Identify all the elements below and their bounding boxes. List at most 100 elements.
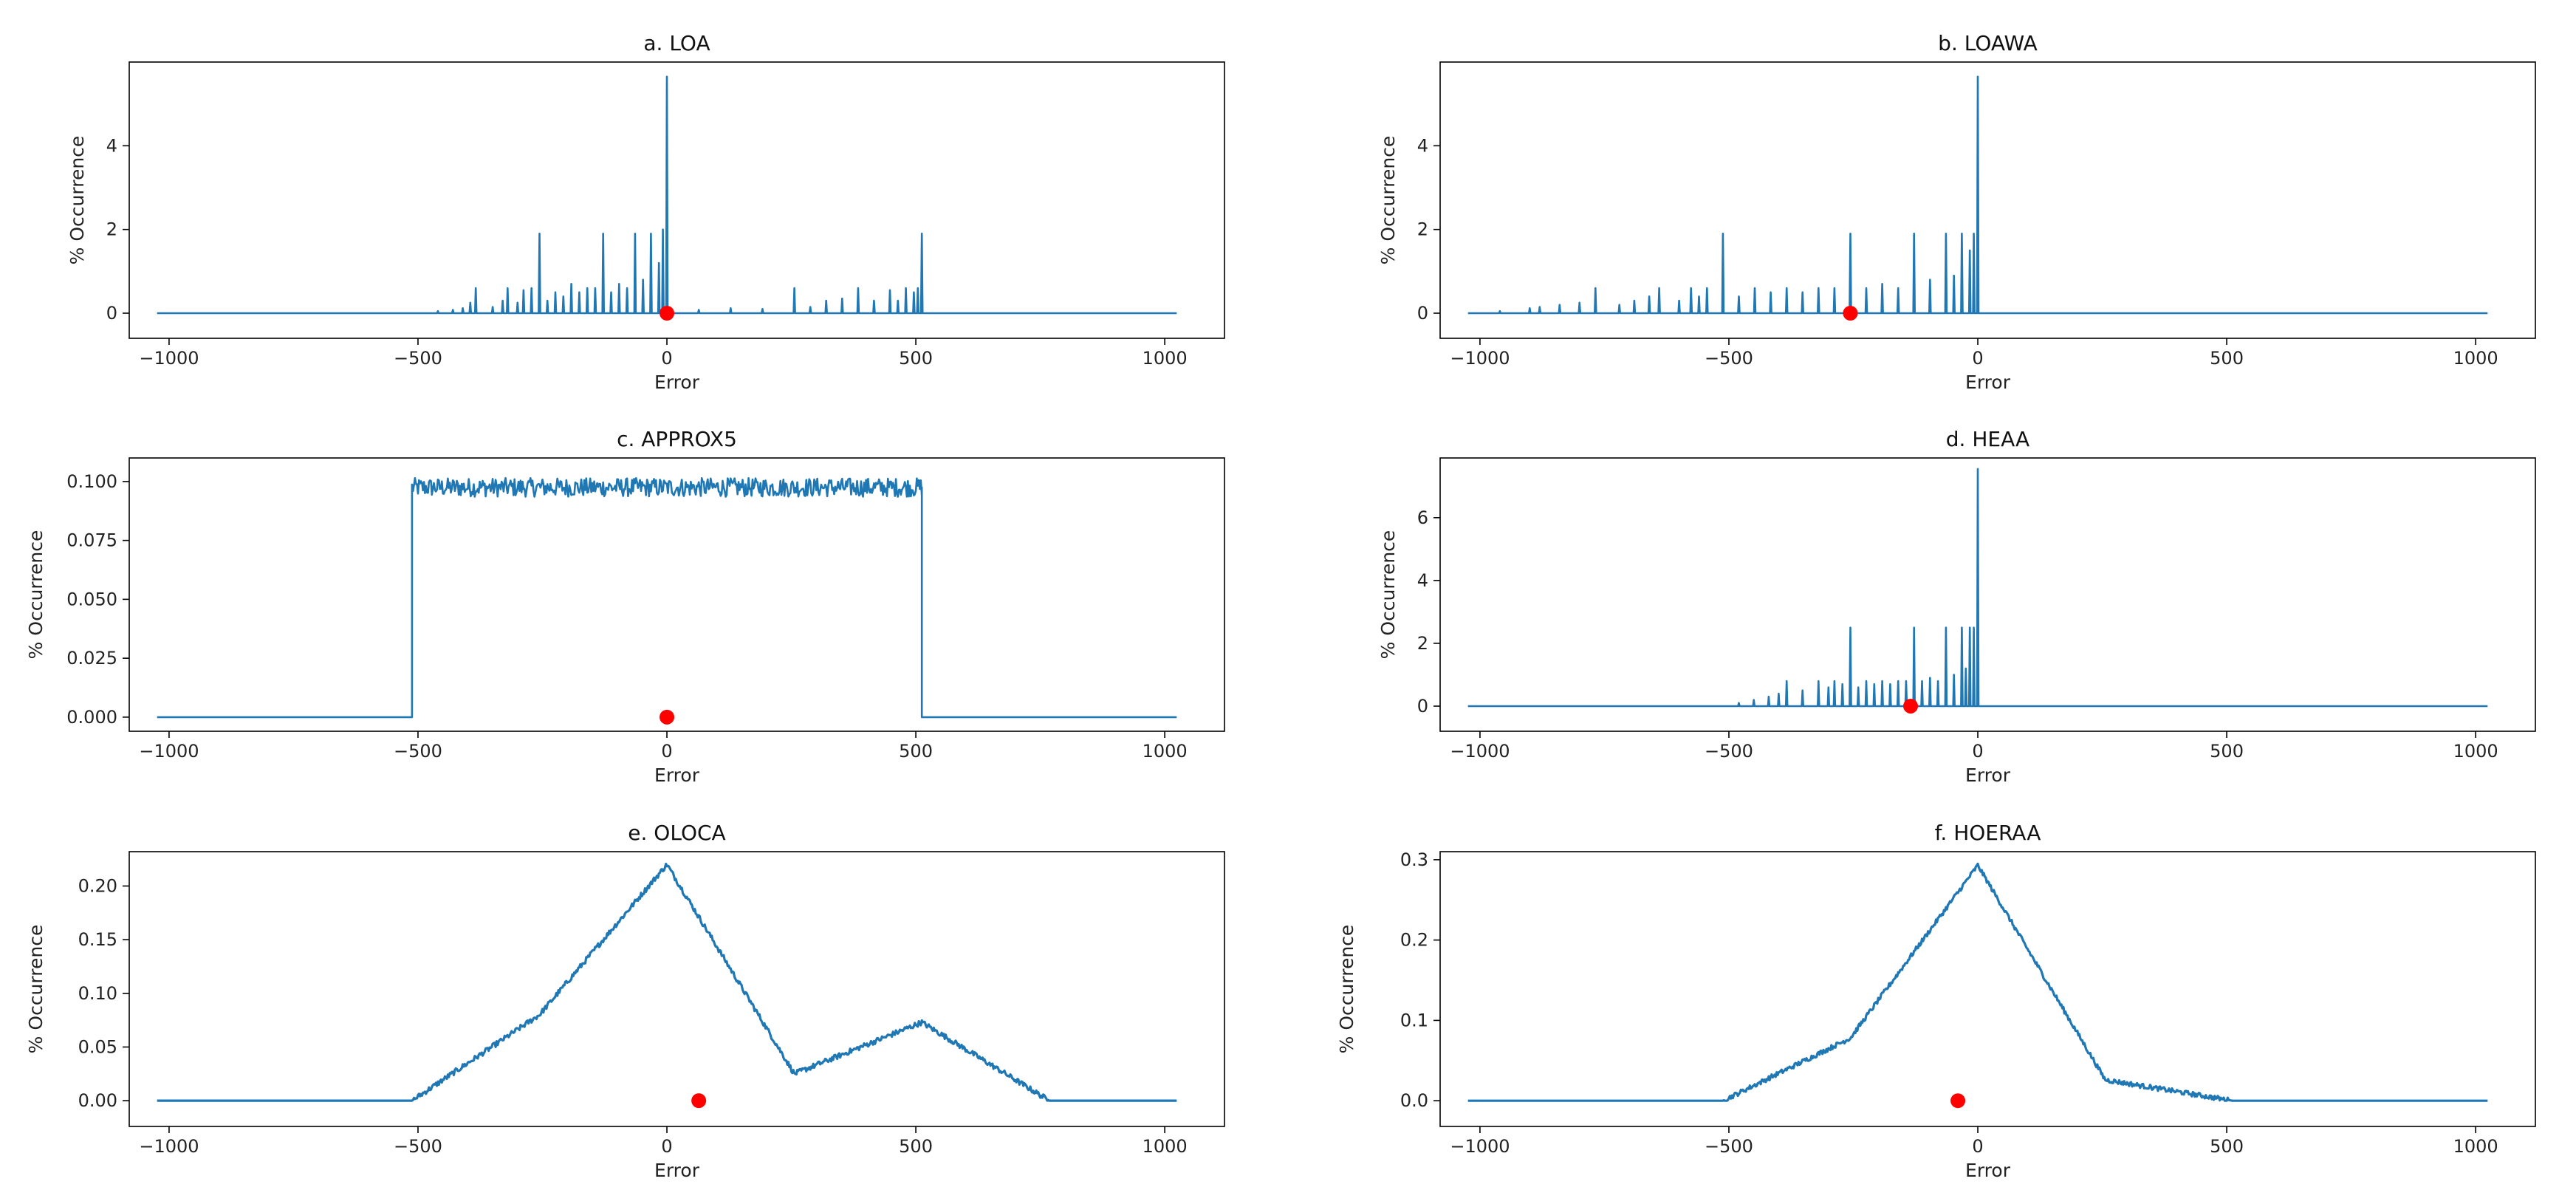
y-tick-label-d: 6	[1417, 507, 1428, 528]
y-tick-label-c: 0.025	[66, 648, 117, 668]
x-tick-label-a: 1000	[1143, 348, 1188, 369]
plot-area-e	[157, 862, 1177, 1109]
x-tick-label-e: −1000	[139, 1136, 199, 1157]
y-tick-label-f: 0.3	[1400, 849, 1428, 870]
x-axis-label-a: Error	[654, 372, 700, 393]
y-axis-label-c: % Occurrence	[25, 530, 47, 660]
series-line-a	[157, 75, 1177, 315]
y-axis-label-a: % Occurrence	[66, 136, 88, 265]
x-tick-label-b: 500	[2210, 348, 2244, 369]
x-tick-label-a: 500	[899, 348, 933, 369]
chart-title-a: a. LOA	[643, 31, 710, 55]
x-tick-label-b: −500	[1705, 348, 1753, 369]
y-tick-label-a: 4	[106, 135, 117, 156]
y-tick-label-f: 0.0	[1400, 1090, 1428, 1111]
axes-frame-b	[1439, 61, 2536, 339]
chart-panel-c: c. APPROX5 −1000 −500 0 500 1000 0.000 0.025 0.0…	[25, 427, 1225, 786]
series-line-b	[1467, 75, 2488, 315]
marker-point-a	[660, 306, 675, 321]
plot-area-f	[1467, 862, 2488, 1109]
y-tick-label-d: 0	[1417, 696, 1428, 716]
x-tick-label-f: 0	[1972, 1136, 1983, 1157]
axes-frame-d	[1439, 457, 2536, 732]
series-line-e	[157, 862, 1177, 1102]
chart-panel-a: a. LOA −1000 −500 0 500 1000 0 2 4 Error % Occurre…	[66, 31, 1225, 393]
x-tick-label-f: −500	[1705, 1136, 1753, 1157]
axes-frame-f	[1439, 851, 2536, 1127]
marker-point-d	[1903, 698, 1919, 714]
y-tick-label-f: 0.1	[1400, 1010, 1428, 1030]
y-tick-label-c: 0.050	[66, 589, 117, 609]
chart-title-f: f. HOERAA	[1935, 821, 2041, 845]
plot-area-b	[1467, 75, 2488, 321]
x-tick-label-e: 500	[899, 1136, 933, 1157]
x-tick-label-f: 1000	[2453, 1136, 2498, 1157]
marker-point-c	[660, 709, 675, 725]
chart-title-b: b. LOAWA	[1938, 31, 2038, 55]
x-tick-label-e: −500	[394, 1136, 442, 1157]
y-tick-label-a: 0	[106, 303, 117, 324]
y-axis-label-b: % Occurrence	[1377, 136, 1399, 265]
x-tick-label-b: 0	[1972, 348, 1983, 369]
x-tick-label-c: −1000	[139, 741, 199, 762]
chart-title-e: e. OLOCA	[628, 821, 725, 845]
x-axis-label-d: Error	[1965, 765, 2011, 786]
x-tick-label-d: 0	[1972, 741, 1983, 762]
x-tick-label-e: 1000	[1143, 1136, 1188, 1157]
y-tick-label-e: 0.15	[78, 929, 117, 950]
chart-panel-b: b. LOAWA −1000 −500 0 500 1000 0 2 4 Error % Occur…	[1377, 31, 2536, 393]
x-tick-label-c: −500	[394, 741, 442, 762]
x-tick-label-a: −500	[394, 348, 442, 369]
x-tick-label-c: 1000	[1143, 741, 1188, 762]
x-tick-label-b: 1000	[2453, 348, 2498, 369]
y-tick-label-f: 0.2	[1400, 930, 1428, 951]
x-tick-label-d: 1000	[2453, 741, 2498, 762]
chart-panel-e: e. OLOCA −1000 −500 0 500 1000 0.00 0.05 0.10 0.1…	[25, 821, 1225, 1181]
x-tick-label-e: 0	[661, 1136, 672, 1157]
chart-title-d: d. HEAA	[1946, 427, 2029, 451]
y-tick-label-c: 0.000	[66, 707, 117, 728]
x-tick-label-c: 500	[899, 741, 933, 762]
y-tick-label-c: 0.100	[66, 471, 117, 492]
axes-frame-c	[129, 457, 1225, 732]
x-tick-label-a: 0	[661, 348, 672, 369]
x-tick-label-d: −1000	[1450, 741, 1510, 762]
plot-area-c	[157, 476, 1177, 725]
x-axis-label-b: Error	[1965, 372, 2011, 393]
y-axis-label-f: % Occurrence	[1336, 925, 1357, 1054]
y-tick-label-b: 4	[1417, 135, 1428, 156]
x-tick-label-d: −500	[1705, 741, 1753, 762]
y-axis-label-e: % Occurrence	[25, 925, 47, 1054]
plot-area-a	[157, 75, 1177, 321]
y-tick-label-e: 0.20	[78, 876, 117, 897]
plot-area-d	[1467, 468, 2488, 714]
marker-point-e	[691, 1093, 707, 1109]
y-tick-label-e: 0.05	[78, 1036, 117, 1057]
y-tick-label-d: 4	[1417, 570, 1428, 591]
y-tick-label-e: 0.10	[78, 983, 117, 1004]
chart-title-c: c. APPROX5	[617, 427, 737, 451]
x-axis-label-e: Error	[654, 1160, 700, 1181]
y-tick-label-c: 0.075	[66, 530, 117, 551]
x-tick-label-d: 500	[2210, 741, 2244, 762]
x-tick-label-f: −1000	[1450, 1136, 1510, 1157]
x-tick-label-c: 0	[661, 741, 672, 762]
series-line-f	[1467, 862, 2488, 1102]
chart-panel-d: d. HEAA −1000 −500 0 500 1000 0 2 4 6 Error % Occur…	[1377, 427, 2536, 786]
y-axis-label-d: % Occurrence	[1377, 530, 1399, 660]
chart-panel-f: f. HOERAA −1000 −500 0 500 1000 0.0 0.1 0.2 0.3 Er…	[1336, 821, 2536, 1181]
x-axis-label-c: Error	[654, 765, 700, 786]
y-tick-label-e: 0.00	[78, 1090, 117, 1111]
y-tick-label-d: 2	[1417, 633, 1428, 654]
series-line-d	[1467, 468, 2488, 708]
x-tick-label-b: −1000	[1450, 348, 1510, 369]
x-axis-label-f: Error	[1965, 1160, 2011, 1181]
marker-point-b	[1843, 306, 1858, 321]
axes-frame-a	[129, 61, 1225, 339]
y-tick-label-a: 2	[106, 219, 117, 240]
y-tick-label-b: 2	[1417, 219, 1428, 240]
y-tick-label-b: 0	[1417, 303, 1428, 324]
marker-point-f	[1950, 1093, 1966, 1109]
